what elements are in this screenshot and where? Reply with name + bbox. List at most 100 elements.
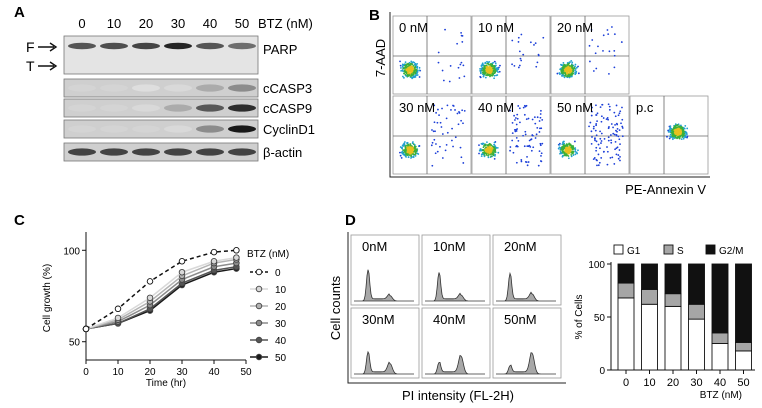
event-dot (494, 150, 497, 153)
event-dot (564, 72, 567, 74)
event-dot (486, 67, 489, 70)
event-dot (606, 150, 609, 153)
btz-unit-label: BTZ (nM) (258, 16, 313, 31)
event-dot (686, 127, 689, 130)
data-point (114, 305, 122, 313)
event-dot (568, 66, 571, 69)
event-dot (460, 119, 463, 122)
event-dot (565, 143, 568, 145)
event-dot (590, 114, 593, 117)
event-dot (570, 155, 573, 158)
event-dot (441, 157, 444, 159)
x-tick-label: 30 (176, 367, 188, 378)
y-axis-label: Cell growth (%) (42, 264, 53, 332)
event-dot (577, 72, 580, 75)
event-dot (540, 154, 542, 157)
event-dot (499, 64, 501, 67)
event-dot (400, 67, 402, 69)
event-dot (602, 117, 605, 119)
event-dot (512, 151, 515, 154)
event-dot (487, 154, 490, 157)
event-dot (538, 120, 541, 122)
event-dot (615, 104, 618, 107)
event-dot (407, 62, 409, 65)
event-dot (497, 151, 500, 154)
event-dot (539, 116, 542, 119)
dose-label: 40nM (433, 312, 466, 327)
dose-label: 0 (78, 16, 85, 31)
event-dot (480, 64, 483, 67)
event-dot (493, 143, 495, 146)
event-dot (451, 127, 453, 130)
event-dot (409, 72, 412, 75)
histogram-frame (492, 307, 562, 379)
event-dot (572, 152, 574, 155)
event-dot (492, 149, 495, 152)
event-dot (445, 143, 448, 146)
event-dot (437, 61, 440, 64)
event-dot (482, 146, 485, 149)
data-point (146, 278, 154, 285)
event-dot (602, 34, 605, 37)
event-dot (415, 64, 417, 67)
event-dot (680, 124, 682, 127)
event-dot (671, 128, 674, 131)
arrow-t-icon (38, 61, 58, 71)
event-dot (541, 142, 544, 145)
blot-band (228, 125, 256, 133)
blot-band (196, 104, 224, 112)
event-dot (431, 164, 434, 167)
event-dot (412, 146, 414, 149)
event-dot (403, 76, 405, 79)
event-dot (491, 70, 493, 73)
event-dot (488, 152, 491, 155)
bar-segment-s (735, 341, 752, 352)
event-dot (529, 41, 532, 44)
event-dot (541, 119, 544, 121)
x-axis-label: PE-Annexin V (625, 182, 706, 197)
event-dot (494, 145, 497, 148)
blot-band (164, 42, 192, 50)
event-dot (511, 132, 514, 135)
histogram: 40nM (421, 307, 491, 379)
event-dot (613, 163, 616, 165)
event-dot (537, 164, 540, 167)
event-dot (407, 75, 409, 78)
legend-swatch (705, 244, 716, 255)
event-dot (480, 142, 483, 145)
event-dot (565, 154, 567, 157)
blot-band (164, 104, 192, 112)
event-dot (407, 144, 410, 147)
event-dot (480, 153, 483, 156)
event-dot (601, 103, 604, 106)
event-dot (569, 150, 572, 153)
event-dot (441, 69, 444, 72)
event-dot (454, 136, 457, 139)
event-dot (439, 145, 441, 148)
event-dot (667, 129, 670, 132)
event-dot (482, 142, 485, 145)
event-dot (682, 131, 685, 134)
plot-frame (629, 95, 709, 175)
event-dot (595, 149, 598, 152)
event-dot (670, 136, 672, 139)
dose-label: 20 (139, 16, 153, 31)
bar-segment-g1 (641, 303, 658, 371)
event-dot (403, 143, 406, 145)
event-dot (493, 157, 496, 160)
event-dot (491, 147, 493, 150)
event-dot (610, 141, 613, 144)
event-dot (518, 107, 521, 110)
event-dot (613, 33, 616, 36)
event-dot (577, 149, 579, 152)
event-dot (571, 67, 574, 70)
event-dot (675, 126, 678, 129)
event-dot (409, 148, 412, 151)
event-dot (590, 143, 593, 145)
histogram-frame (421, 234, 491, 306)
event-dot (682, 127, 685, 129)
event-dot (514, 119, 516, 121)
event-dot (436, 121, 439, 124)
event-dot (588, 125, 590, 128)
